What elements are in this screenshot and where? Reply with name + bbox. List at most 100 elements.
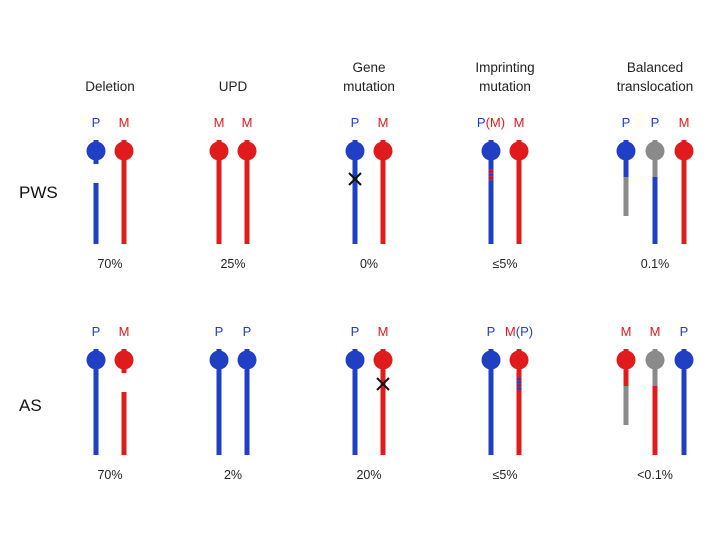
panel-4: P(M) M ≤5% <box>477 115 529 271</box>
parent-label-part: (M) <box>486 115 506 130</box>
parent-label-part: P <box>92 115 101 130</box>
centromere <box>373 141 393 161</box>
parent-label: P <box>243 324 252 339</box>
parent-label: M <box>378 115 389 130</box>
parent-label-part: M <box>119 115 130 130</box>
parent-label: M <box>514 115 525 130</box>
centromere <box>674 141 694 161</box>
frequency-percent: 0% <box>360 257 378 271</box>
centromere <box>616 141 636 161</box>
chromosome <box>237 140 257 244</box>
frequency-percent: 20% <box>356 468 381 482</box>
centromere <box>509 141 529 161</box>
parent-label: M <box>378 324 389 339</box>
panel-2: M M 25% <box>209 115 257 271</box>
parent-label-part: P <box>243 324 252 339</box>
parent-label: P <box>215 324 224 339</box>
centromere <box>645 141 665 161</box>
column-header-line: Deletion <box>85 79 135 94</box>
chromosome <box>645 140 665 244</box>
column-header-line: Imprinting <box>475 60 534 75</box>
chromosome <box>509 140 529 244</box>
parent-label: M(P) <box>505 324 533 339</box>
panel-5: M M P <0.1% <box>616 324 694 482</box>
parent-label: P <box>487 324 496 339</box>
column-header-2: UPD <box>219 79 248 94</box>
parent-label: M <box>119 115 130 130</box>
parent-label-part: P <box>680 324 689 339</box>
frequency-percent: 25% <box>220 257 245 271</box>
centromere <box>645 350 665 370</box>
parent-label-part: M <box>621 324 632 339</box>
parent-label-part: M <box>650 324 661 339</box>
chromosome <box>674 349 694 455</box>
chromosome <box>345 140 365 244</box>
centromere <box>373 350 393 370</box>
frequency-percent: 70% <box>97 257 122 271</box>
parent-label-part: P <box>92 324 101 339</box>
centromere <box>86 141 106 161</box>
panel-1: P M 70% <box>86 115 134 271</box>
frequency-percent: 0.1% <box>641 257 670 271</box>
centromere <box>509 350 529 370</box>
panel-3: P M 0% <box>345 115 393 271</box>
parent-label: M <box>119 324 130 339</box>
chromosome <box>616 349 636 425</box>
parent-label-part: M <box>679 115 690 130</box>
parent-label: P <box>92 115 101 130</box>
centromere <box>481 141 501 161</box>
parent-label: M <box>679 115 690 130</box>
parent-label-part: P <box>651 115 660 130</box>
mutation-mark-icon <box>348 172 362 186</box>
column-header-line: UPD <box>219 79 248 94</box>
column-header-line: Balanced <box>627 60 683 75</box>
panel-5: P P M 0.1% <box>616 115 694 271</box>
centromere <box>114 350 134 370</box>
column-header-3: Gene mutation <box>343 60 395 94</box>
centromere <box>237 141 257 161</box>
parent-label-part: P <box>622 115 631 130</box>
frequency-percent: ≤5% <box>493 468 518 482</box>
panel-1: P M 70% <box>86 324 134 482</box>
parent-label: M <box>214 115 225 130</box>
parent-label: P <box>351 115 360 130</box>
centromere <box>481 350 501 370</box>
centromere <box>345 141 365 161</box>
chromosome <box>481 140 501 244</box>
chromosome <box>86 349 106 455</box>
chromosome <box>86 140 106 244</box>
parent-label-part: M <box>514 115 525 130</box>
centromere <box>209 350 229 370</box>
parent-label-part: P <box>351 115 360 130</box>
centromere <box>114 141 134 161</box>
chromosome <box>114 140 134 244</box>
parent-label: P <box>92 324 101 339</box>
chromosome <box>114 349 134 455</box>
parent-label: P <box>351 324 360 339</box>
row-label: PWS <box>19 183 58 202</box>
chromosome <box>373 140 393 244</box>
parent-label-part: M <box>119 324 130 339</box>
parent-label: M <box>621 324 632 339</box>
parent-label-part: (P) <box>516 324 533 339</box>
row-as: ASP M70%P P2%P M20%P M(P)≤5%M M P<0.1% <box>19 324 694 482</box>
parent-label: P <box>680 324 689 339</box>
frequency-percent: 2% <box>224 468 242 482</box>
parent-label-part: M <box>214 115 225 130</box>
chromosome <box>616 140 636 216</box>
parent-label-part: M <box>378 324 389 339</box>
chromosome <box>345 349 365 455</box>
centromere <box>674 350 694 370</box>
centromere <box>237 350 257 370</box>
parent-label: P <box>622 115 631 130</box>
chromosome <box>209 140 229 244</box>
chromosome <box>481 349 501 455</box>
column-header-1: Deletion <box>85 79 135 94</box>
chromosome <box>373 349 393 455</box>
parent-label-part: M <box>242 115 253 130</box>
panel-3: P M 20% <box>345 324 393 482</box>
chromosome <box>237 349 257 455</box>
row-label: AS <box>19 396 42 415</box>
